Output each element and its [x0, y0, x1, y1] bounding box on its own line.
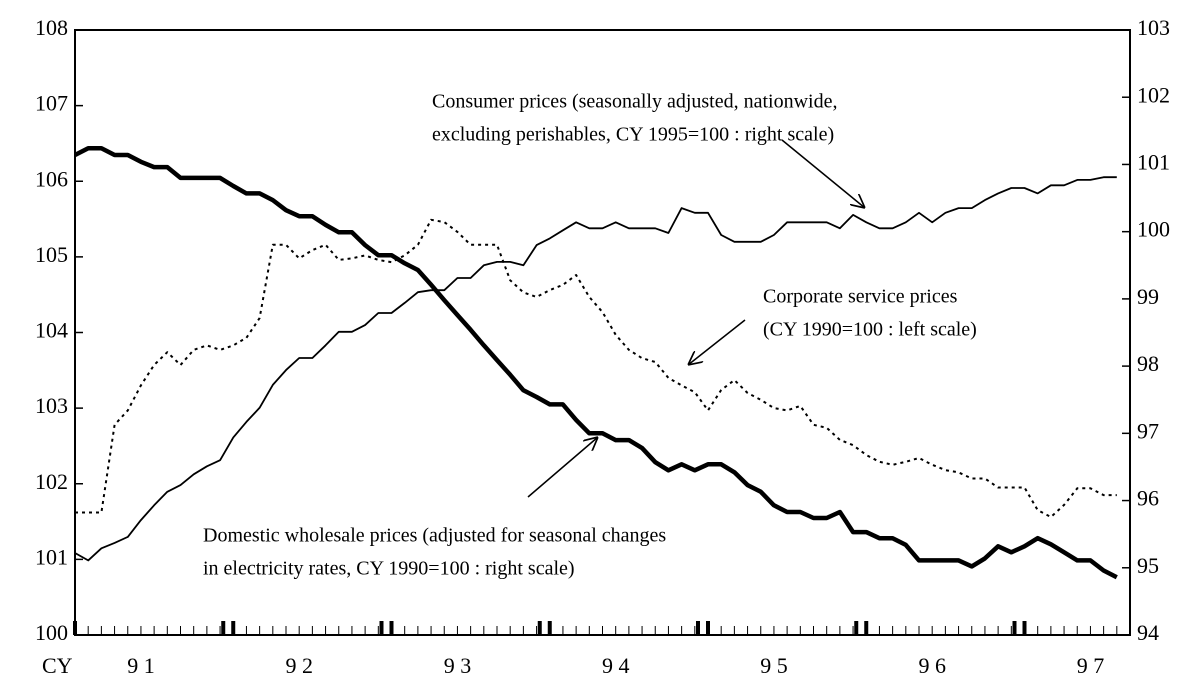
arrow [688, 319, 746, 365]
series-line [75, 218, 1117, 518]
series-label: (CY 1990=100 : left scale) [763, 319, 977, 341]
series-line [73, 146, 1118, 580]
y2-tick-label: 94 [1137, 620, 1159, 645]
series-label: Consumer prices (seasonally adjusted, na… [432, 91, 837, 113]
y2-tick-label: 97 [1137, 418, 1159, 443]
y-tick-label: 103 [35, 393, 68, 418]
y2-tick-label: 95 [1137, 553, 1159, 578]
y2-tick-label: 96 [1137, 486, 1159, 511]
x-tick-label: 9 1 [127, 653, 155, 678]
x-tick-label: 9 2 [285, 653, 313, 678]
y2-tick-label: 100 [1137, 217, 1170, 242]
x-tick-label: 9 5 [760, 653, 788, 678]
y2-tick-label: 98 [1137, 351, 1159, 376]
y2-tick-label: 103 [1137, 15, 1170, 40]
x-axis-label: CY [42, 653, 73, 678]
series-label: in electricity rates, CY 1990=100 : righ… [203, 558, 575, 580]
arrow [527, 437, 598, 498]
y2-tick-label: 102 [1137, 82, 1170, 107]
series-label: Corporate service prices [763, 286, 958, 308]
y-tick-label: 104 [35, 318, 68, 343]
y-tick-label: 105 [35, 242, 68, 267]
series-label: excluding perishables, CY 1995=100 : rig… [432, 124, 834, 146]
y2-tick-label: 101 [1137, 149, 1170, 174]
y-tick-label: 100 [35, 620, 68, 645]
y-tick-label: 108 [35, 15, 68, 40]
series-line [74, 176, 1117, 562]
x-tick-label: 9 3 [444, 653, 472, 678]
x-tick-label: 9 4 [602, 653, 630, 678]
x-tick-label: 9 6 [918, 653, 946, 678]
y-tick-label: 106 [35, 166, 68, 191]
series-label: Domestic wholesale prices (adjusted for … [203, 525, 666, 547]
y-tick-label: 102 [35, 469, 68, 494]
y2-tick-label: 99 [1137, 284, 1159, 309]
x-tick-label: 9 7 [1077, 653, 1105, 678]
y-tick-label: 101 [35, 544, 68, 569]
arrow [781, 139, 865, 208]
y-tick-label: 107 [35, 91, 68, 116]
